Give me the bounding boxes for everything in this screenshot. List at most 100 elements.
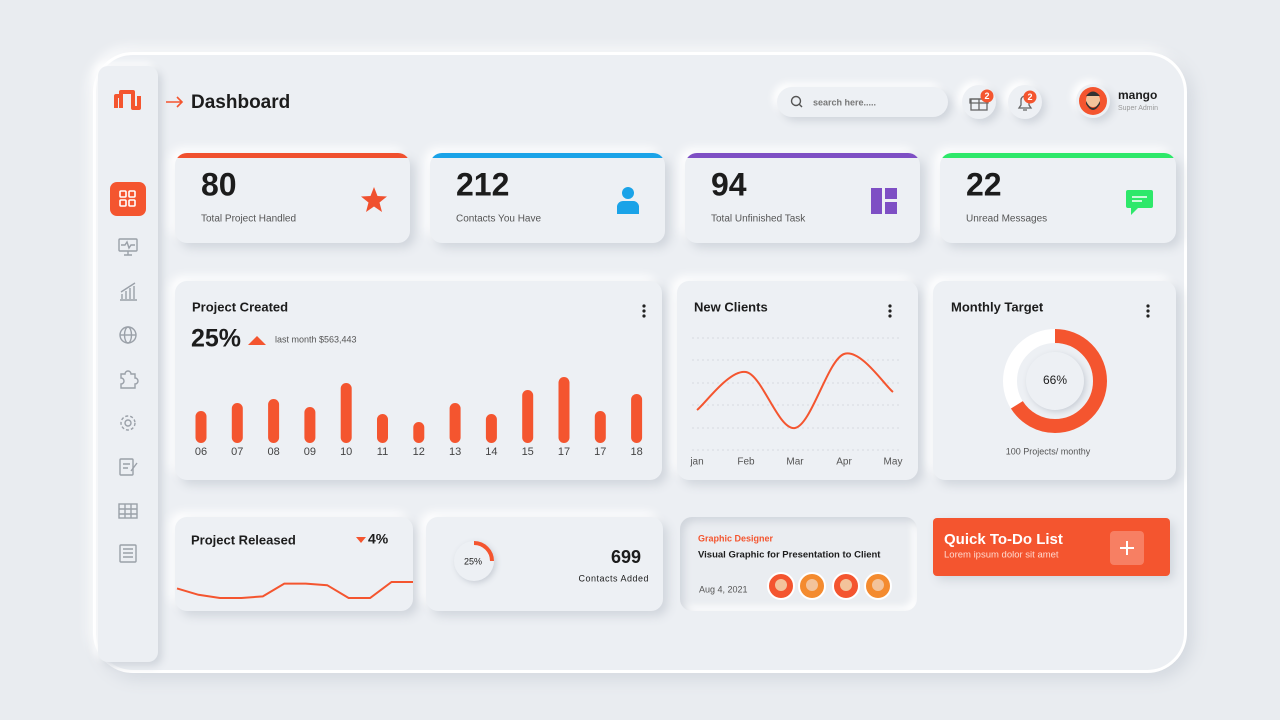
notification-button[interactable] (1008, 85, 1042, 119)
bar (594, 411, 606, 443)
line-chart: jan Feb Mar Apr May (689, 352, 903, 468)
stat-value: 94 (711, 166, 747, 202)
task-title: Visual Graphic for Presentation to Clien… (698, 550, 881, 561)
avatar-hair (1086, 91, 1100, 110)
nav-analytics[interactable] (120, 282, 137, 301)
donut-arc (454, 541, 494, 581)
todo-title: Quick To-Do List (944, 531, 1063, 548)
card-menu[interactable] (888, 304, 892, 318)
stat-accent (430, 153, 665, 158)
title-arrow (166, 96, 184, 108)
bar (413, 422, 425, 443)
up-arrow (248, 336, 266, 345)
card-title: Project Created (192, 299, 288, 314)
x-tick-label: 14 (485, 446, 497, 458)
bar (485, 414, 497, 443)
line (696, 352, 894, 429)
bell-badge-dot (1023, 90, 1037, 104)
nav-reports[interactable] (119, 458, 138, 476)
line (176, 581, 413, 599)
nav-news[interactable] (119, 544, 137, 563)
contacts-count: 699 (611, 547, 641, 567)
search-placeholder: search here..... (813, 97, 876, 107)
bar (268, 399, 280, 443)
stat-value: 212 (456, 166, 509, 202)
stat-icon-grid (871, 188, 897, 214)
bar (195, 411, 207, 443)
x-tick-label: 18 (630, 446, 642, 458)
decor-grid (692, 337, 902, 451)
x-tick-label: 10 (340, 446, 352, 458)
gift-badge: 2 (984, 91, 989, 101)
logo[interactable] (114, 90, 141, 110)
x-tick-label: 09 (304, 446, 316, 458)
nav-dashboard[interactable] (110, 182, 146, 216)
x-tick-label: Feb (737, 457, 755, 468)
stat-card (940, 153, 1176, 243)
bar (304, 407, 316, 443)
donut-subtitle: 100 Projects/ monthy (1006, 446, 1091, 456)
bar (558, 377, 570, 443)
nav-settings[interactable] (120, 415, 136, 431)
donut (454, 541, 494, 581)
bar (522, 390, 534, 443)
change-note: last month $563,443 (275, 334, 357, 344)
stat-accent (175, 153, 410, 158)
search-box[interactable] (777, 87, 948, 117)
x-tick-label: 07 (231, 446, 243, 458)
card-title: Monthly Target (951, 299, 1044, 314)
donut-bg (454, 541, 494, 581)
donut-center (1026, 352, 1084, 410)
bar (631, 394, 643, 443)
stat-label: Contacts You Have (456, 214, 541, 225)
nav-globe[interactable] (119, 326, 137, 344)
donut-arc (1003, 329, 1107, 433)
sparkline (176, 581, 413, 599)
nav-monitor[interactable] (118, 238, 138, 256)
gift-badge-dot (980, 89, 994, 103)
search-icon (790, 95, 802, 107)
x-tick-label: 11 (377, 446, 388, 458)
bar (340, 383, 352, 443)
stat-label: Total Project Handled (201, 214, 296, 225)
x-tick-label: Apr (836, 457, 852, 468)
card-menu[interactable] (1146, 304, 1150, 318)
notification-badge: 2 (1027, 92, 1032, 102)
stat-icon-person (617, 187, 639, 214)
nav-dashboard-icon (119, 190, 136, 207)
user-name: mango (1118, 88, 1157, 102)
card-menu[interactable] (642, 304, 646, 318)
nav-puzzle[interactable] (120, 370, 139, 389)
todo-subtitle: Lorem ipsum dolor sit amet (944, 550, 1059, 561)
user-role: Super Admin (1118, 105, 1158, 112)
x-tick-label: 13 (449, 446, 461, 458)
page-title: Dashboard (191, 92, 290, 113)
x-tick-label: 12 (413, 446, 425, 458)
card-title: Project Released (191, 532, 296, 547)
nav-table[interactable] (118, 503, 138, 519)
donut-label: 25% (464, 556, 482, 566)
bar (377, 414, 388, 443)
avatar-face (1086, 93, 1100, 107)
card-title: New Clients (694, 299, 768, 314)
stat-accent (940, 153, 1176, 158)
stat-icon-chat (1126, 190, 1153, 215)
x-tick-label: 17 (594, 446, 606, 458)
task-date: Aug 4, 2021 (699, 584, 748, 594)
bar-chart: 06 07 08 09 10 11 12 13 14 15 17 17 18 (195, 377, 643, 458)
bar (231, 403, 243, 443)
chat-lines (1132, 196, 1147, 202)
new-clients-card (677, 281, 918, 480)
donut (1003, 329, 1107, 433)
task-avatars (767, 572, 892, 600)
add-icon (1120, 541, 1134, 555)
stat-icon-star (361, 187, 387, 212)
x-tick-label: jan (689, 457, 703, 468)
stat-label: Total Unfinished Task (711, 214, 806, 225)
x-tick-label: May (884, 457, 903, 468)
x-tick-label: 08 (267, 446, 279, 458)
search-icon-handle (798, 103, 803, 108)
donut-label: 66% (1043, 373, 1067, 387)
